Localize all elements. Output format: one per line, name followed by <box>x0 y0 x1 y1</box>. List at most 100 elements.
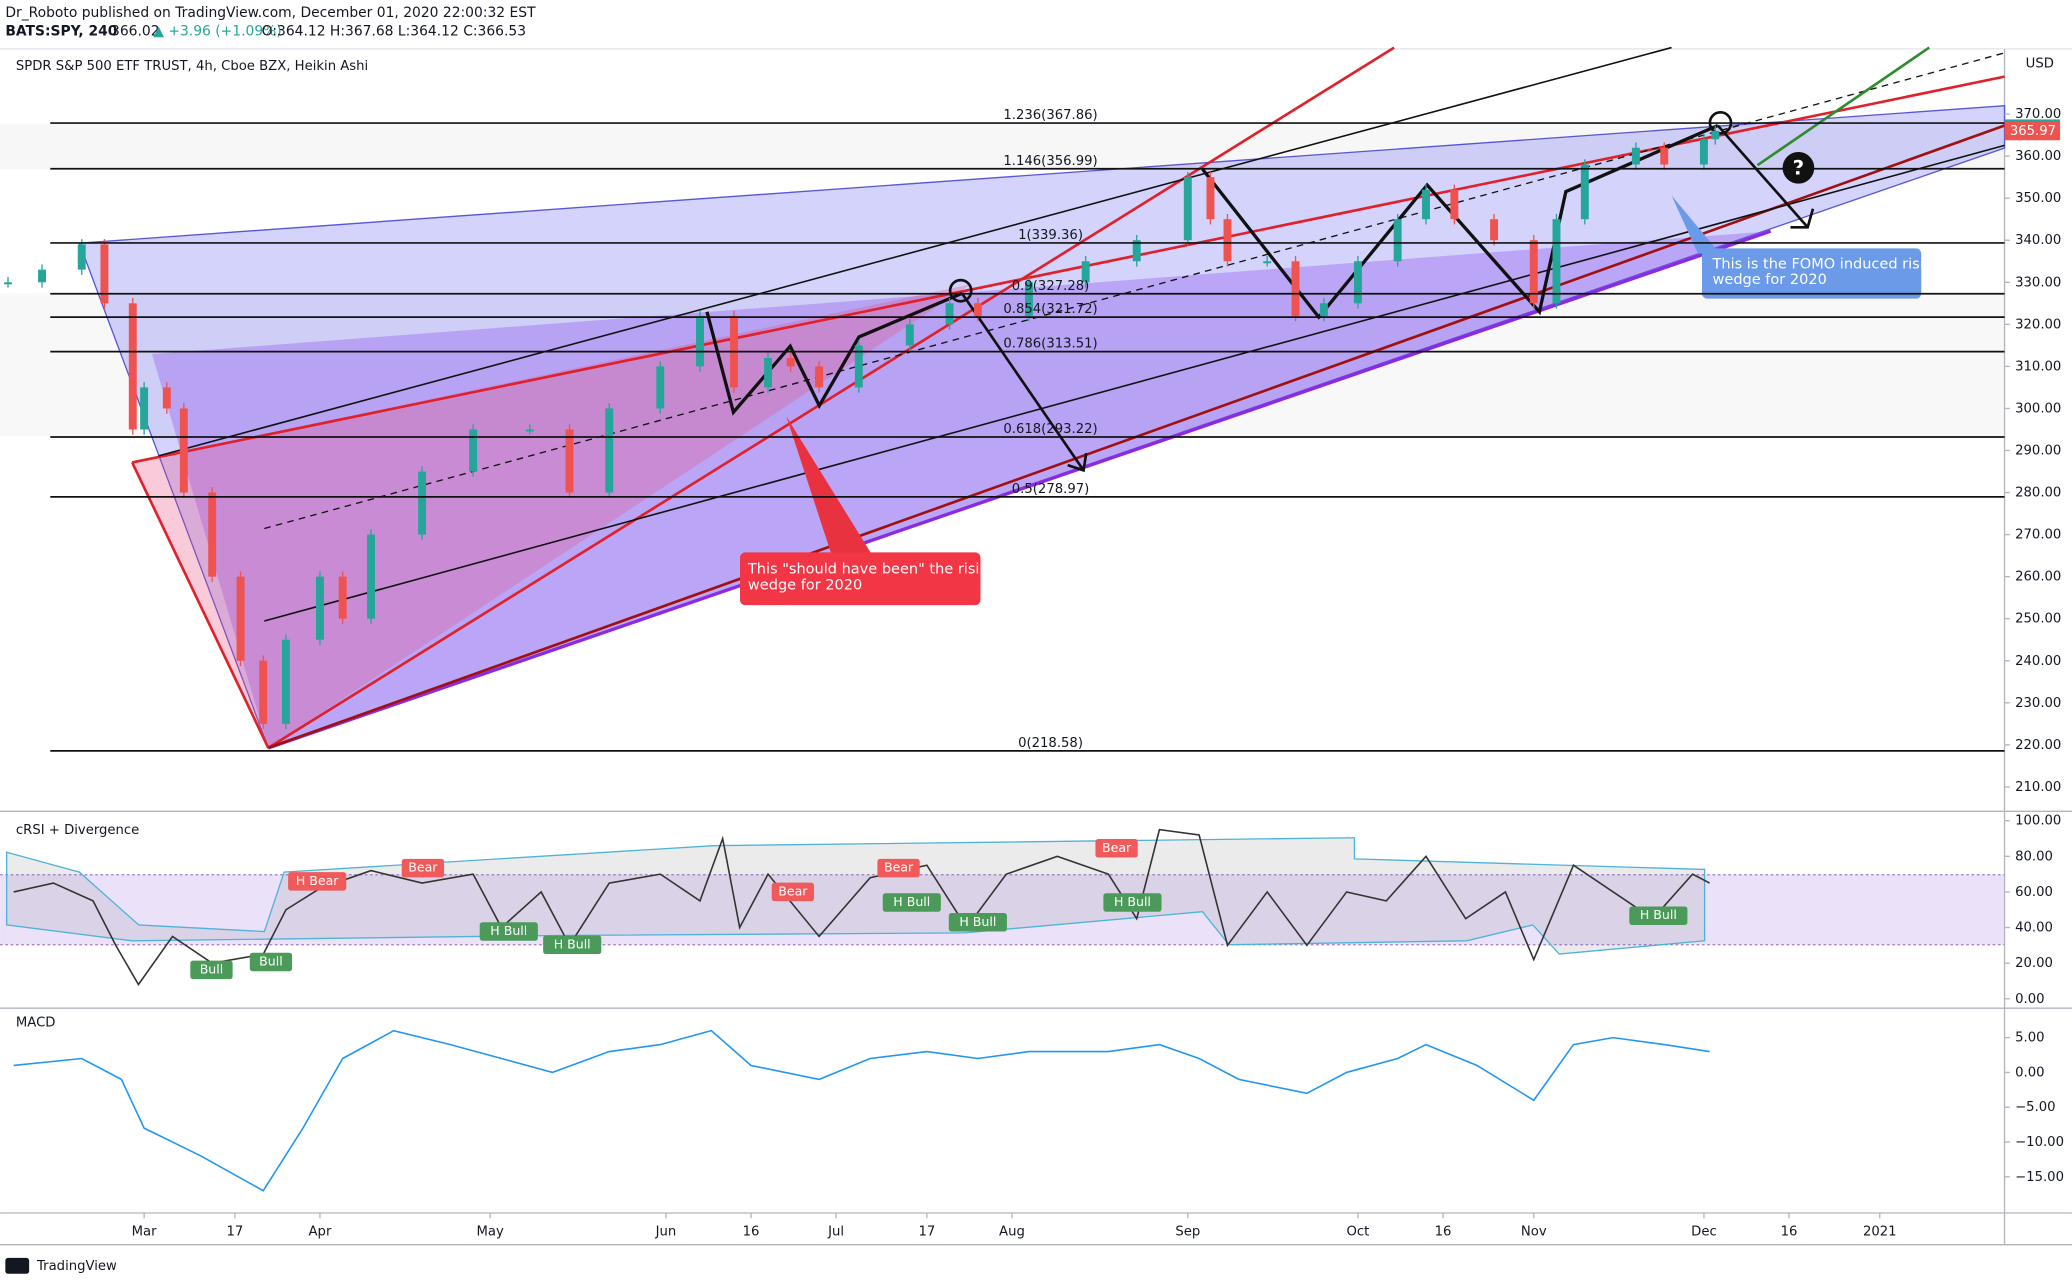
x-tick-label: 16 <box>743 1225 760 1240</box>
y-tick-label: 330.00 <box>2015 275 2061 290</box>
x-tick-label: Jun <box>655 1225 677 1240</box>
divergence-label: H Bull <box>490 923 527 938</box>
publisher: Dr_Roboto published on TradingView.com, … <box>5 5 536 21</box>
fib-label: 0.854(321.72) <box>1003 302 1097 317</box>
symbol: BATS:SPY, 240 <box>5 24 117 40</box>
fib-label: 0(218.58) <box>1018 736 1083 751</box>
divergence-label: H Bull <box>893 894 930 909</box>
divergence-tag <box>249 952 293 972</box>
fib-label: 0.618(293.22) <box>1003 422 1097 437</box>
divergence-label: Bear <box>778 883 808 898</box>
wedge-area <box>78 104 2006 749</box>
trend-line <box>1756 46 1930 167</box>
x-tick-label: Dec <box>1691 1225 1717 1240</box>
currency: USD <box>2026 56 2054 71</box>
divergence-label: Bear <box>884 860 914 875</box>
y-tick-label: 320.00 <box>2015 317 2061 332</box>
divergence-label: Bear <box>1102 840 1132 855</box>
y-tick-label: 370.00 <box>2015 107 2061 122</box>
fib-label: 1(339.36) <box>1018 228 1083 243</box>
y-tick-label: 240.00 <box>2015 654 2061 669</box>
y-tick-label: 5.00 <box>2015 1031 2044 1046</box>
arrow <box>1716 124 1809 229</box>
y-tick-label: 20.00 <box>2015 956 2053 971</box>
x-tick-label: Apr <box>309 1225 332 1240</box>
y-tick-label: 230.00 <box>2015 696 2061 711</box>
trend-line <box>267 46 1395 750</box>
callout-pointer <box>1671 195 1718 254</box>
series-line <box>13 828 1710 986</box>
panel-title: MACD <box>16 1016 56 1031</box>
y-tick-label: 290.00 <box>2015 443 2061 458</box>
y-tick-label: 340.00 <box>2015 233 2061 248</box>
callout <box>740 552 981 606</box>
y-tick-label: 350.00 <box>2015 191 2061 206</box>
x-tick-label: Aug <box>999 1225 1025 1240</box>
divergence-tag <box>771 882 815 902</box>
y-tick-label: 260.00 <box>2015 570 2061 585</box>
ohlc: O:364.12 H:367.68 L:364.12 C:366.53 <box>262 24 526 40</box>
y-tick-label: 300.00 <box>2015 401 2061 416</box>
y-tick-label: 220.00 <box>2015 738 2061 753</box>
divergence-label: H Bull <box>1640 907 1677 922</box>
x-tick-label: 17 <box>226 1225 243 1240</box>
trend-line <box>264 144 2005 622</box>
arrow <box>960 292 1085 472</box>
divergence-tag <box>288 872 347 891</box>
fib-label: 1.236(367.86) <box>1003 108 1097 123</box>
divergence-tag <box>401 858 445 878</box>
x-tick-label: May <box>476 1225 503 1240</box>
drawings <box>0 46 2006 750</box>
callout-pointer <box>786 416 873 558</box>
y-tick-label: 40.00 <box>2015 921 2053 936</box>
marker <box>948 278 973 303</box>
x-tick-label: Jul <box>827 1225 844 1240</box>
series-line <box>13 1029 1710 1192</box>
divergence-label: Bull <box>200 961 224 976</box>
last-price: 366.02 <box>111 24 159 40</box>
arrow-head <box>1067 453 1088 473</box>
fib-label: 0.786(313.51) <box>1003 337 1097 352</box>
divergence-tag <box>543 935 602 955</box>
y-tick-label: 360.00 <box>2015 149 2061 164</box>
y-tick-label: 210.00 <box>2015 780 2061 795</box>
y-tick-label: 250.00 <box>2015 612 2061 627</box>
divergence-label: H Bear <box>296 873 339 888</box>
y-tick-label: 80.00 <box>2015 849 2053 864</box>
change: ▲ +3.96 (+1.09%) <box>153 24 281 40</box>
divergence-tag <box>882 893 941 912</box>
y-tick-label: −15.00 <box>2015 1170 2064 1185</box>
wedge-area <box>132 284 972 748</box>
arrow-head <box>1790 208 1815 229</box>
divergence-label: H Bull <box>1114 894 1151 909</box>
price-tag-label: 365.97 <box>2010 124 2056 139</box>
wedge-area <box>152 231 1771 748</box>
annotation: This "should have been" the rising wedge … <box>747 562 998 594</box>
fib-label: 0.9(327.28) <box>1012 279 1090 294</box>
divergence-label: H Bull <box>959 914 996 929</box>
divergence-label: Bull <box>259 953 283 968</box>
trend-line <box>131 461 270 749</box>
y-tick-label: 0.00 <box>2015 1065 2044 1080</box>
panel-title: cRSI + Divergence <box>16 823 139 838</box>
price-tag <box>2004 121 2061 141</box>
zigzag <box>705 291 963 416</box>
chart-title: SPDR S&P 500 ETF TRUST, 4h, Cboe BZX, He… <box>16 59 368 74</box>
y-tick-label: −5.00 <box>2015 1100 2055 1115</box>
y-tick-label: 270.00 <box>2015 528 2061 543</box>
x-tick-label: Mar <box>132 1225 157 1240</box>
divergence-tag <box>1095 839 1138 858</box>
y-tick-label: 0.00 <box>2015 992 2044 1007</box>
callout <box>1701 248 1922 299</box>
x-tick-label: 2021 <box>1863 1225 1897 1240</box>
fib-label: 1.146(356.99) <box>1003 154 1097 169</box>
trend-line <box>158 46 1672 457</box>
x-tick-label: 16 <box>1781 1225 1798 1240</box>
divergence-tag <box>877 858 920 878</box>
logo <box>5 1257 30 1274</box>
x-tick-label: Sep <box>1175 1225 1200 1240</box>
fib-label: 0.5(278.97) <box>1012 482 1090 497</box>
